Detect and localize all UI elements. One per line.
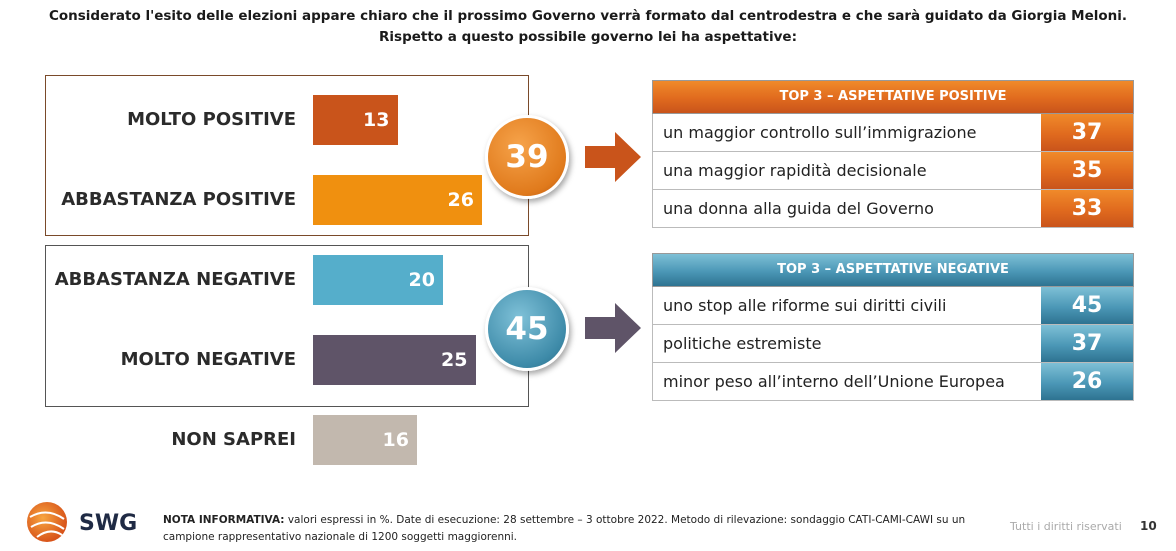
top3-row: uno stop alle riforme sui diritti civili… (652, 287, 1134, 325)
arrow-right-icon (585, 132, 641, 182)
negative-total-badge: 45 (485, 287, 569, 371)
top3-row: politiche estremiste 37 (652, 325, 1134, 363)
note-label: NOTA INFORMATIVA: (163, 514, 285, 526)
category-label: ABBASTANZA POSITIVE (61, 189, 296, 210)
top3-row-value: 33 (1041, 190, 1133, 227)
positive-total-value: 39 (505, 139, 549, 175)
category-label: MOLTO POSITIVE (127, 109, 296, 130)
top3-row-label: minor peso all’interno dell’Unione Europ… (663, 372, 1005, 391)
top3-row-value: 37 (1041, 114, 1133, 151)
top3-row-label: una donna alla guida del Governo (663, 199, 934, 218)
top3-negative-panel: TOP 3 – ASPETTATIVE NEGATIVE uno stop al… (652, 253, 1134, 401)
arrow-right-icon (585, 303, 641, 353)
top3-row: un maggior controllo sull’immigrazione 37 (652, 114, 1134, 152)
footer-note: NOTA INFORMATIVA: valori espressi in %. … (163, 512, 993, 546)
top3-row-value: 45 (1041, 287, 1133, 324)
top3-positive-panel: TOP 3 – ASPETTATIVE POSITIVE un maggior … (652, 80, 1134, 228)
bar: 16 (313, 415, 417, 465)
top3-negative-header: TOP 3 – ASPETTATIVE NEGATIVE (652, 253, 1134, 287)
top3-positive-header: TOP 3 – ASPETTATIVE POSITIVE (652, 80, 1134, 114)
top3-row-value: 35 (1041, 152, 1133, 189)
bar: 20 (313, 255, 443, 305)
top3-row: una donna alla guida del Governo 33 (652, 190, 1134, 228)
positive-total-badge: 39 (485, 115, 569, 199)
top3-row-value: 37 (1041, 325, 1133, 362)
top3-row-label: politiche estremiste (663, 334, 822, 353)
category-label: ABBASTANZA NEGATIVE (54, 269, 296, 290)
bar-value-label: 13 (363, 109, 390, 131)
top3-row-label: un maggior controllo sull’immigrazione (663, 123, 977, 142)
negative-total-value: 45 (505, 311, 549, 347)
title-line-1: Considerato l'esito delle elezioni appar… (48, 8, 1128, 24)
title-line-2: Rispetto a questo possibile governo lei … (379, 29, 797, 45)
top3-row-label: uno stop alle riforme sui diritti civili (663, 296, 947, 315)
category-label: NON SAPREI (171, 429, 296, 450)
bar-value-label: 25 (441, 349, 468, 371)
bar: 13 (313, 95, 398, 145)
bar-value-label: 20 (408, 269, 435, 291)
chart-title: Considerato l'esito delle elezioni appar… (0, 6, 1176, 48)
top3-row: minor peso all’interno dell’Unione Europ… (652, 363, 1134, 401)
category-label: MOLTO NEGATIVE (120, 349, 296, 370)
note-text: valori espressi in %. Date di esecuzione… (163, 514, 966, 543)
top3-row-value: 26 (1041, 363, 1133, 400)
bar-value-label: 16 (382, 429, 409, 451)
rights-text: Tutti i diritti riservati (1010, 520, 1122, 533)
page-number: 10 (1140, 519, 1157, 533)
top3-row: una maggior rapidità decisionale 35 (652, 152, 1134, 190)
bar: 26 (313, 175, 482, 225)
bar: 25 (313, 335, 476, 385)
swg-logo (27, 502, 67, 542)
bar-value-label: 26 (447, 189, 474, 211)
top3-row-label: una maggior rapidità decisionale (663, 161, 927, 180)
logo-text: SWG (79, 511, 138, 536)
